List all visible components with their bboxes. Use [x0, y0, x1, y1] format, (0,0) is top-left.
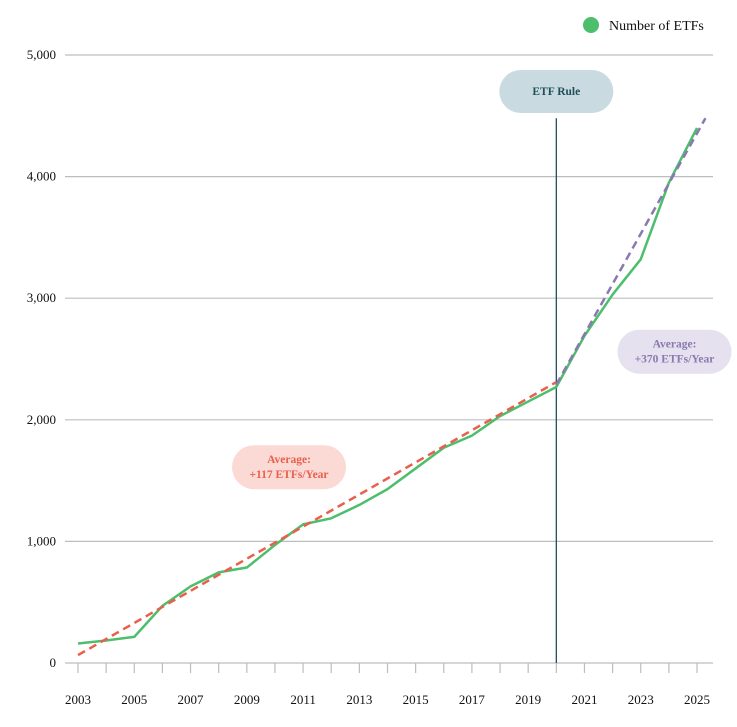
y-axis: 0 1,000 2,000 3,000 4,000 5,000: [27, 47, 56, 670]
x-tick-label: 2021: [571, 692, 597, 707]
annotation-line1: Average:: [267, 454, 311, 466]
x-tick-label: 2019: [515, 692, 541, 707]
x-tick-label: 2013: [346, 692, 372, 707]
etf-rule-event: ETF Rule: [499, 70, 614, 663]
x-tick-label: 2025: [684, 692, 710, 707]
legend-label: Number of ETFs: [609, 19, 704, 34]
trendline-pre-rule: [77, 381, 557, 657]
x-axis: 2003 2005 2007 2009 2011 2013 2015 2017 2019 2021…: [65, 663, 710, 707]
average-annotation-box: [617, 329, 732, 374]
etf-rule-box: [499, 70, 614, 113]
annotations: Average: +117 ETFs/Year Average: +370 ETFs/…: [232, 329, 732, 490]
grid: [65, 54, 713, 664]
legend-swatch: [583, 17, 599, 33]
y-tick-label: 5,000: [27, 47, 56, 62]
x-tick-label: 2011: [290, 692, 316, 707]
x-tick-label: 2017: [459, 692, 486, 707]
y-tick-label: 4,000: [27, 169, 56, 184]
series-line-number-of-etfs: [77, 127, 699, 645]
x-tick-label: 2007: [178, 692, 205, 707]
annotation-line2: +117 ETFs/Year: [249, 469, 328, 481]
average-annotation-box: [232, 445, 347, 490]
y-tick-label: 2,000: [27, 412, 56, 427]
y-tick-label: 1,000: [27, 533, 56, 548]
x-tick-label: 2003: [65, 692, 91, 707]
series-lines: [77, 117, 707, 657]
legend: Number of ETFs: [583, 17, 704, 34]
x-tick-label: 2015: [403, 692, 429, 707]
y-tick-label: 3,000: [27, 290, 56, 305]
x-tick-label: 2005: [121, 692, 147, 707]
annotation-line1: Average:: [653, 339, 697, 351]
x-tick-label: 2009: [234, 692, 260, 707]
x-tick-label: 2023: [628, 692, 654, 707]
etf-rule-label: ETF Rule: [532, 86, 580, 98]
trendline-post-rule: [555, 117, 707, 386]
y-tick-label: 0: [50, 655, 57, 670]
annotation-line2: +370 ETFs/Year: [635, 354, 715, 366]
